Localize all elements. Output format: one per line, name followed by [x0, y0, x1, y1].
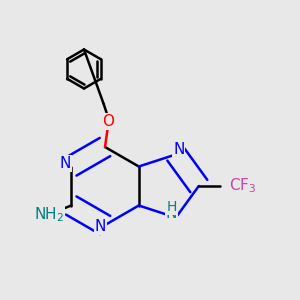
Text: O: O: [102, 114, 114, 129]
Text: N: N: [173, 142, 184, 158]
Text: N: N: [166, 206, 177, 220]
Text: N: N: [59, 156, 71, 171]
Text: N: N: [95, 219, 106, 234]
Text: CF$_3$: CF$_3$: [229, 177, 256, 195]
Text: NH$_2$: NH$_2$: [34, 205, 64, 224]
Text: H: H: [166, 200, 177, 214]
